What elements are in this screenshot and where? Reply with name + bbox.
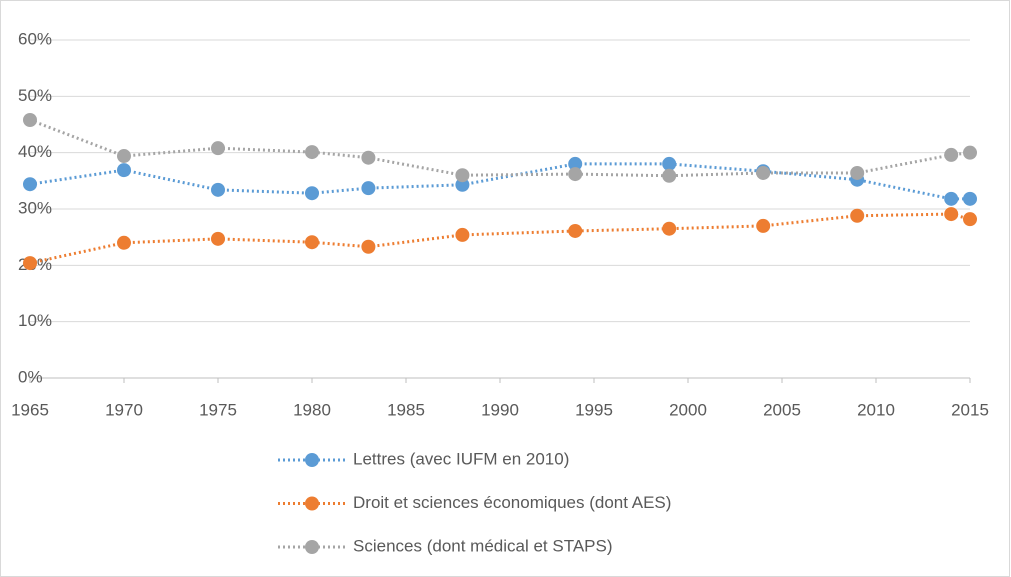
x-tick-label: 2005 — [763, 400, 801, 419]
legend-marker — [305, 540, 319, 554]
data-point — [963, 191, 977, 206]
y-tick-label: 40% — [18, 142, 52, 161]
legend-label: Droit et sciences économiques (dont AES) — [353, 493, 671, 512]
data-point — [662, 156, 677, 171]
x-tick-label: 2015 — [951, 400, 989, 419]
x-tick-label: 1980 — [293, 400, 331, 419]
series-line — [29, 162, 970, 201]
legend-label: Sciences (dont médical et STAPS) — [353, 536, 613, 555]
legend-marker — [305, 453, 319, 467]
legend-label: Lettres (avec IUFM en 2010) — [353, 449, 569, 468]
data-point — [850, 208, 865, 223]
data-point — [23, 177, 37, 192]
data-point — [944, 207, 959, 222]
data-point — [305, 145, 319, 160]
x-tick-label: 2010 — [857, 400, 895, 419]
data-point — [756, 165, 771, 180]
data-point — [211, 231, 225, 246]
data-point — [23, 256, 37, 271]
data-point — [662, 221, 677, 236]
y-tick-label: 0% — [18, 367, 43, 386]
data-point — [850, 165, 865, 180]
data-point — [963, 145, 977, 160]
y-tick-label: 60% — [18, 29, 52, 48]
x-tick-label: 1995 — [575, 400, 613, 419]
data-point — [361, 150, 376, 165]
data-point — [117, 235, 131, 250]
data-point — [568, 167, 583, 182]
x-tick-label: 1975 — [199, 400, 237, 419]
data-point — [455, 168, 470, 183]
x-tick-label: 1990 — [481, 400, 519, 419]
data-point — [455, 177, 470, 192]
y-tick-label: 30% — [18, 198, 52, 217]
data-point — [211, 182, 225, 197]
data-point — [361, 181, 376, 196]
x-tick-label: 1965 — [11, 400, 49, 419]
data-point — [305, 186, 319, 201]
data-point — [361, 239, 376, 254]
x-tick-label: 2000 — [669, 400, 707, 419]
data-point — [944, 191, 959, 206]
data-point — [455, 227, 470, 242]
series-line — [29, 212, 971, 265]
data-point — [662, 168, 677, 183]
data-point — [944, 147, 959, 162]
data-point — [568, 156, 583, 171]
data-point — [23, 112, 37, 127]
data-point — [211, 141, 225, 156]
x-tick-label: 1985 — [387, 400, 425, 419]
y-tick-label: 50% — [18, 86, 52, 105]
legend-marker — [305, 496, 319, 511]
data-point — [305, 235, 319, 250]
data-point — [756, 218, 771, 233]
data-point — [568, 223, 583, 238]
x-tick-label: 1970 — [105, 400, 143, 419]
y-tick-label: 10% — [18, 311, 52, 330]
data-point — [963, 212, 977, 227]
data-point — [117, 163, 131, 178]
data-point — [117, 149, 131, 164]
